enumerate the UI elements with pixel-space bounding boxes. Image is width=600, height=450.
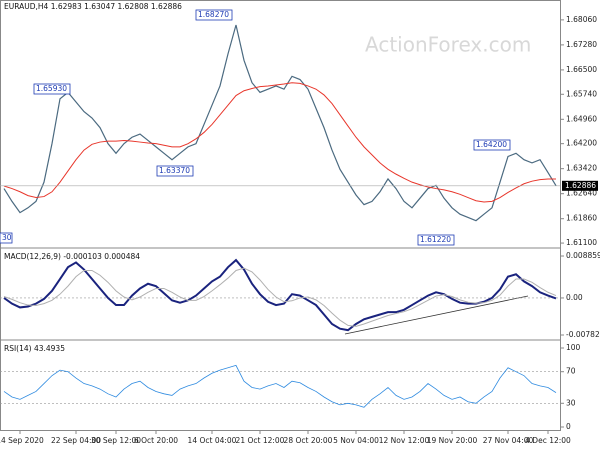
annotation: 1.64200 [476,140,507,149]
x-tick-label: 12 Nov 12:00 [379,436,430,445]
last-price-label: 1.62886 [565,181,596,190]
frame [0,0,561,431]
x-tick-label: 30 Sep 12:00 [91,436,141,445]
x-tick-label: 6 Oct 20:00 [134,436,178,445]
x-tick-label: 14 Sep 2020 [0,436,44,445]
y-tick-label: -0.007826 [566,330,600,339]
y-tick-label: 1.64200 [566,139,597,148]
annotation: 1.68270 [198,10,229,19]
y-tick-label: 30 [566,398,576,407]
trend-line [344,295,529,335]
y-tick-label: 1.61860 [566,214,597,223]
y-tick-label: 1.68060 [566,15,597,24]
x-tick-label: 22 Sep 04:00 [51,436,101,445]
y-tick-label: 1.65740 [566,89,597,98]
annotation-box [417,234,455,246]
series-line [3,364,557,408]
annotation-box [195,9,233,21]
series-line [3,82,556,203]
y-tick-label: 1.67280 [566,40,597,49]
x-tick-label: 5 Nov 04:00 [333,436,379,445]
y-tick-label: 0.00 [566,293,583,302]
x-tick-label: 14 Oct 04:00 [188,436,237,445]
watermark: ActionForex.com [365,33,531,57]
y-tick-label: 1.64960 [566,114,597,123]
series-line [3,267,557,327]
x-tick-label: 21 Oct 12:00 [236,436,285,445]
annotation: 1.65930 [36,84,67,93]
last-price-box [562,180,598,191]
x-tick-label: 27 Nov 04:00 [483,436,534,445]
y-tick-label: 0.008859 [566,251,600,260]
annotation: 1.63370 [159,166,190,175]
series-line [3,24,557,222]
y-tick-label: 70 [566,367,576,376]
x-tick-label: 4 Dec 12:00 [525,436,571,445]
y-tick-label: 0 [566,422,571,431]
y-tick-label: 1.66500 [566,65,597,74]
series-line [3,258,557,332]
annotation-box [156,165,194,177]
annotation: 1.61220 [420,235,451,244]
y-tick-label: 1.62640 [566,189,597,198]
x-tick-label: 19 Nov 20:00 [427,436,478,445]
annotation-box [0,232,13,244]
y-tick-label: 100 [566,343,581,352]
panel-title: MACD(12,26,9) -0.000103 0.000484 [4,252,140,261]
annotation-box [33,83,71,95]
annotation: 30 [2,233,12,242]
panel-title: EURAUD,H4 1.62983 1.63047 1.62808 1.6288… [4,2,182,11]
panel-title: RSI(14) 43.4935 [4,344,65,353]
x-tick-label: 28 Oct 20:00 [284,436,333,445]
annotation-box [473,139,511,151]
y-tick-label: 1.63420 [566,164,597,173]
y-tick-label: 1.61100 [566,238,597,247]
